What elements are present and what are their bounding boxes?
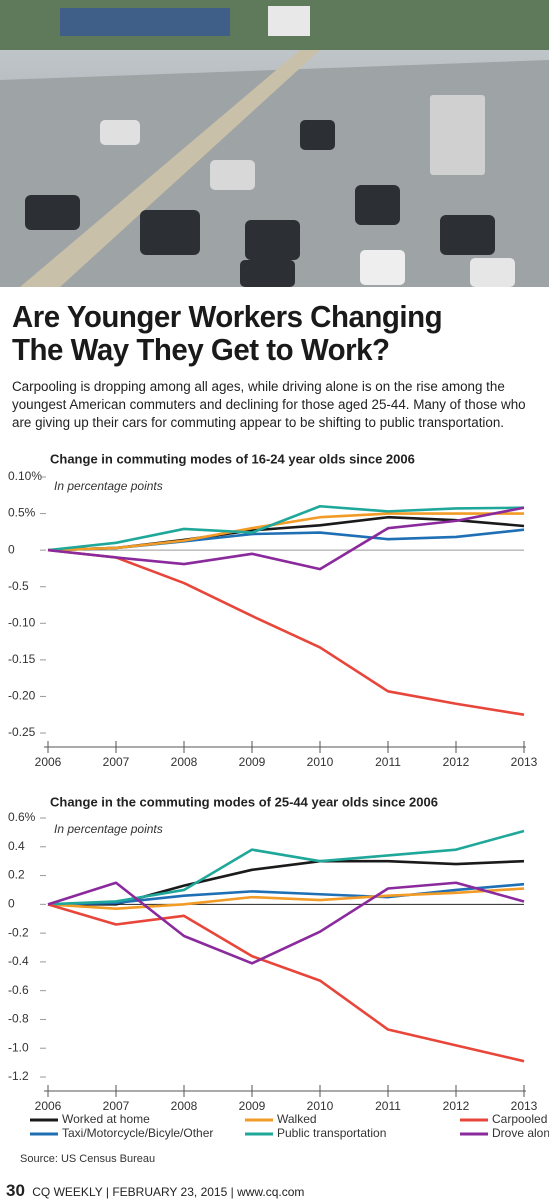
x-tick-label: 2012 <box>443 1099 470 1113</box>
x-tick-label: 2010 <box>307 755 334 769</box>
x-tick-label: 2011 <box>375 755 401 769</box>
series-line <box>47 504 525 552</box>
series-line <box>47 882 525 906</box>
y-tick-label: -0.20 <box>8 689 36 703</box>
x-tick-label: 2012 <box>443 755 470 769</box>
series-line <box>47 881 525 965</box>
y-tick-label: 0.5% <box>8 506 36 520</box>
series-line <box>47 548 525 716</box>
series-line <box>47 887 525 910</box>
legend-label: Walked <box>277 1112 317 1126</box>
y-tick-label: -0.4 <box>8 954 29 968</box>
source: Source: US Census Bureau <box>20 1153 156 1165</box>
date: FEBRUARY 23, 2015 <box>112 1185 228 1199</box>
x-tick-label: 2009 <box>239 1099 266 1113</box>
legend-label: Public transportation <box>277 1126 386 1140</box>
url: www.cq.com <box>237 1185 305 1199</box>
publication: CQ WEEKLY <box>32 1185 103 1199</box>
y-tick-label: -0.8 <box>8 1012 29 1026</box>
y-tick-label: -0.25 <box>8 725 36 739</box>
y-tick-label: 0 <box>8 542 15 556</box>
x-tick-label: 2009 <box>239 755 266 769</box>
footer: 30 CQ WEEKLY | FEBRUARY 23, 2015 | www.c… <box>6 1181 305 1200</box>
legend-label: Drove alone <box>492 1126 549 1140</box>
y-tick-label: 0.4 <box>8 839 25 853</box>
y-tick-label: -1.0 <box>8 1040 29 1054</box>
y-tick-label: -0.6 <box>8 983 29 997</box>
legend-label: Carpooled <box>492 1112 547 1126</box>
y-tick-label: -1.2 <box>8 1069 29 1083</box>
page-number: 30 <box>6 1181 25 1200</box>
chart-title: Change in the commuting modes of 25-44 y… <box>50 794 438 809</box>
x-tick-label: 2013 <box>511 755 538 769</box>
x-tick-label: 2010 <box>307 1099 334 1113</box>
series-line <box>47 506 525 571</box>
y-tick-label: 0 <box>8 897 15 911</box>
photo <box>0 0 549 287</box>
x-tick-label: 2011 <box>375 1099 401 1113</box>
y-tick-label: -0.15 <box>8 652 36 666</box>
series-line <box>47 512 524 552</box>
series-line <box>47 829 525 906</box>
y-tick-label: 0.2 <box>8 868 25 882</box>
chart-subtitle: In percentage points <box>54 479 163 493</box>
intro: Carpooling is dropping among all ages, w… <box>12 379 526 430</box>
y-tick-label: -0.2 <box>8 925 29 939</box>
x-tick-label: 2008 <box>171 1099 198 1113</box>
x-tick-label: 2006 <box>35 1099 62 1113</box>
x-tick-label: 2006 <box>35 755 62 769</box>
series-line <box>47 903 525 1063</box>
y-tick-label: -0.10 <box>8 615 36 629</box>
x-tick-label: 2013 <box>511 1099 538 1113</box>
y-tick-label: 0.6% <box>8 810 36 824</box>
y-tick-label: 0.10% <box>8 469 42 483</box>
chart-title: Change in commuting modes of 16-24 year … <box>50 451 415 466</box>
headline-line: The Way They Get to Work? <box>12 332 390 367</box>
x-tick-label: 2007 <box>103 755 130 769</box>
chart-subtitle: In percentage points <box>54 822 163 836</box>
headline-line: Are Younger Workers Changing <box>12 299 443 334</box>
x-tick-label: 2008 <box>171 755 198 769</box>
legend-label: Taxi/Motorcycle/Bicyle/Other <box>62 1126 213 1140</box>
headline: Are Younger Workers Changing The Way The… <box>12 299 443 367</box>
x-tick-label: 2007 <box>103 1099 130 1113</box>
legend-label: Worked at home <box>62 1112 150 1126</box>
y-tick-label: -0.5 <box>8 579 29 593</box>
